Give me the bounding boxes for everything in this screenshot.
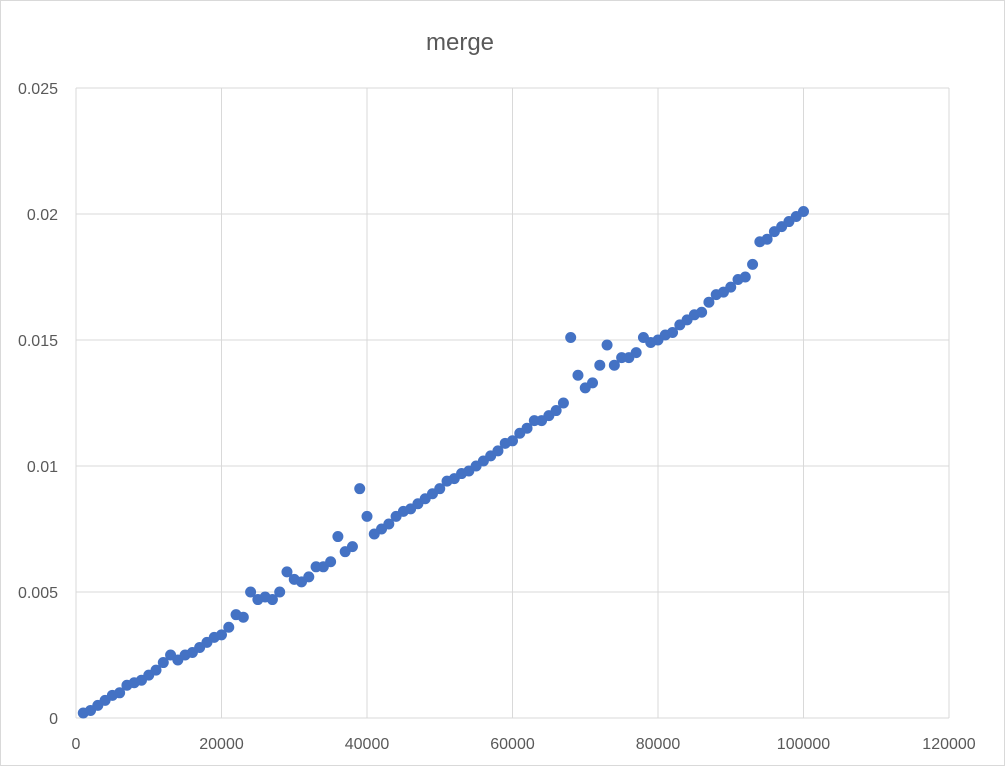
data-point (237, 611, 249, 623)
data-point (354, 483, 366, 495)
data-point (667, 326, 679, 338)
x-tick-label: 120000 (922, 736, 975, 753)
data-point (223, 621, 235, 633)
data-point (608, 359, 620, 371)
data-point (565, 331, 577, 343)
data-point (434, 483, 446, 495)
data-point (630, 347, 642, 359)
data-point (594, 359, 606, 371)
data-point (739, 271, 751, 283)
data-point (361, 510, 373, 522)
x-axis-ticks: 0 20000 40000 60000 80000 100000 120000 (72, 736, 976, 753)
data-point (150, 664, 162, 676)
x-tick-label: 40000 (345, 736, 390, 753)
data-point (492, 445, 504, 457)
data-point (266, 594, 278, 606)
data-point (572, 369, 584, 381)
data-point (216, 629, 227, 641)
data-point (601, 339, 613, 351)
y-axis-ticks: 0 0.005 0.01 0.015 0.02 0.025 (18, 81, 58, 728)
data-point (325, 556, 337, 568)
data-point (725, 281, 737, 293)
x-tick-label: 20000 (199, 736, 244, 753)
data-point (557, 397, 569, 409)
data-point (798, 205, 809, 217)
y-tick-label: 0.005 (18, 585, 58, 602)
data-point (521, 422, 533, 434)
x-tick-label: 80000 (636, 736, 681, 753)
gridlines (75, 87, 950, 719)
data-point (747, 258, 759, 270)
data-point (332, 531, 344, 543)
y-tick-label: 0 (49, 711, 58, 728)
y-tick-label: 0.01 (27, 459, 58, 476)
data-point (157, 657, 169, 669)
y-tick-label: 0.02 (27, 207, 58, 224)
data-points (77, 205, 809, 719)
chart-title: merge (426, 29, 494, 56)
x-tick-label: 60000 (490, 736, 535, 753)
data-point (245, 586, 257, 598)
data-point (703, 296, 715, 308)
data-point (507, 435, 518, 447)
data-point (281, 566, 293, 578)
data-point (550, 405, 562, 417)
data-point (274, 586, 286, 598)
y-tick-label: 0.015 (18, 333, 58, 350)
x-tick-label: 100000 (777, 736, 830, 753)
data-point (383, 518, 395, 530)
data-point (761, 233, 773, 245)
data-point (303, 571, 315, 583)
data-point (696, 306, 708, 318)
data-point (587, 377, 599, 389)
y-tick-label: 0.025 (18, 81, 58, 98)
x-tick-label: 0 (72, 736, 81, 753)
data-point (346, 541, 358, 553)
data-point (114, 687, 126, 699)
